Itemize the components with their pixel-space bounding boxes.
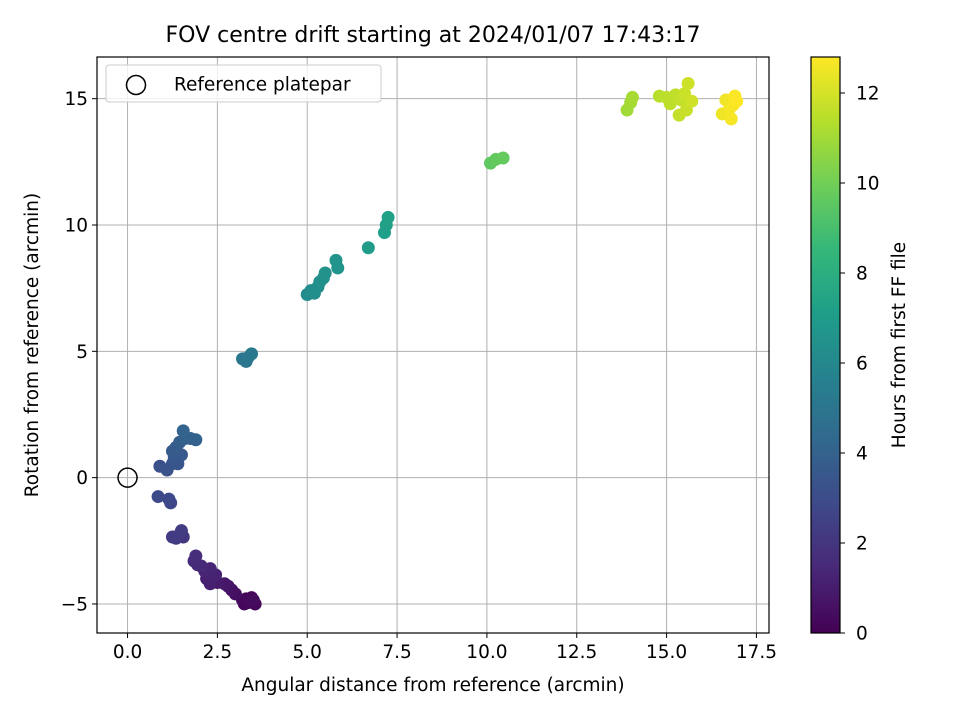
data-points <box>151 77 744 611</box>
y-tick-label: −5 <box>61 594 88 615</box>
x-axis-label: Angular distance from reference (arcmin) <box>241 675 624 696</box>
colorbar: 0 2 4 6 8 10 12 Hours from first FF file <box>810 56 910 645</box>
y-axis: −5 0 5 10 15 <box>61 89 97 615</box>
data-point <box>174 524 188 538</box>
x-axis: 0.0 2.5 5.0 7.5 10.0 12.5 15.0 17.5 <box>113 633 777 663</box>
x-tick-label: 15.0 <box>646 642 687 663</box>
colorbar-label: Hours from first FF file <box>889 242 910 448</box>
data-point <box>151 490 165 504</box>
chart-title: FOV centre drift starting at 2024/01/07 … <box>166 23 701 48</box>
colorbar-ticks: 0 2 4 6 8 10 12 <box>840 84 880 645</box>
colorbar-tick-label: 0 <box>856 624 868 645</box>
legend-box <box>105 64 382 103</box>
x-tick-label: 7.5 <box>382 642 411 663</box>
data-point <box>245 347 259 361</box>
data-point <box>331 261 345 275</box>
data-point <box>381 210 395 224</box>
x-tick-label: 17.5 <box>736 642 777 663</box>
y-tick-label: 0 <box>76 468 88 489</box>
data-point <box>189 433 203 447</box>
x-tick-label: 0.0 <box>113 642 142 663</box>
data-point <box>176 424 190 438</box>
legend-marker-icon <box>125 74 147 96</box>
data-point <box>681 77 695 91</box>
colorbar-tick-label: 12 <box>856 84 880 105</box>
data-point <box>318 266 332 280</box>
data-point <box>724 112 738 126</box>
x-tick-label: 10.0 <box>466 642 507 663</box>
x-tick-label: 5.0 <box>293 642 322 663</box>
colorbar-gradient <box>810 56 841 634</box>
data-point <box>730 94 744 108</box>
colorbar-tick-label: 2 <box>856 534 868 555</box>
x-tick-label: 12.5 <box>556 642 597 663</box>
data-point <box>625 90 639 104</box>
legend: Reference platepar <box>105 64 382 103</box>
plot-frame <box>96 56 770 634</box>
grid <box>97 57 769 633</box>
data-point <box>685 94 699 108</box>
data-point <box>162 492 176 506</box>
data-point <box>189 549 203 563</box>
colorbar-tick-label: 10 <box>856 174 880 195</box>
x-tick-label: 2.5 <box>203 642 232 663</box>
data-point <box>361 241 375 255</box>
colorbar-tick-label: 6 <box>856 354 868 375</box>
y-tick-label: 10 <box>64 216 88 237</box>
reference-platepar-marker <box>117 467 138 488</box>
y-tick-label: 5 <box>76 342 88 363</box>
data-point <box>165 530 179 544</box>
y-tick-label: 15 <box>64 89 88 110</box>
data-point <box>496 151 510 165</box>
colorbar-tick-label: 8 <box>856 264 868 285</box>
y-axis-label: Rotation from reference (arcmin) <box>22 193 43 497</box>
colorbar-tick-label: 4 <box>856 444 868 465</box>
legend-label: Reference platepar <box>174 75 351 96</box>
reference-marker-layer <box>117 467 138 488</box>
data-point <box>246 593 260 607</box>
